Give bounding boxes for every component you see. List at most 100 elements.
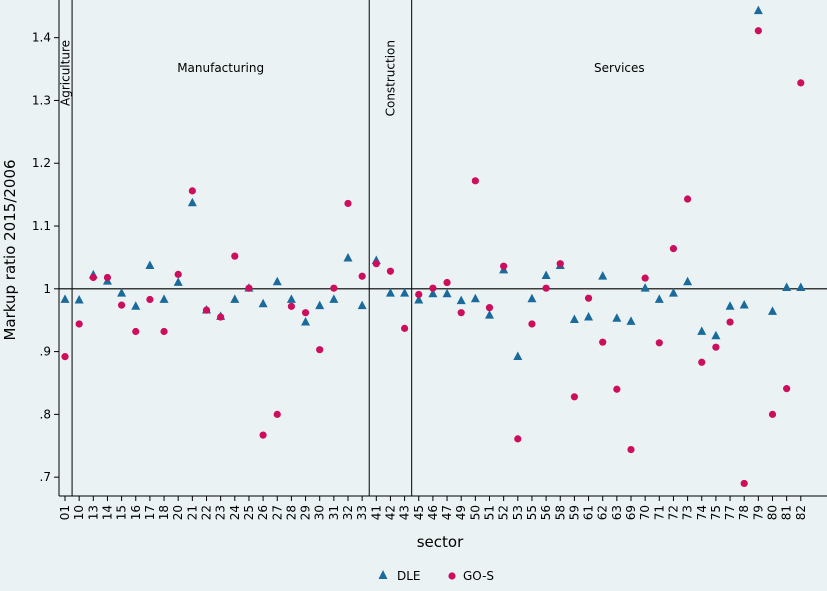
dle-point [272,276,282,286]
x-tick-label: 14 [100,505,114,520]
x-tick-label: 10 [72,505,86,520]
go-s-point [188,187,196,195]
x-tick-label: 53 [511,505,525,520]
go-s-point [429,284,437,292]
go-s-point [344,199,352,208]
go-s-point [287,302,295,310]
go-s-point [259,431,267,439]
dle-point [145,260,155,269]
y-tick-label: 1.3 [32,93,51,107]
legend: DLE GO-S [378,569,494,583]
x-tick-label: 62 [596,505,610,520]
go-s-point [75,320,83,328]
go-s-point [89,273,97,282]
y-tick-label: 1.4 [32,31,51,45]
x-tick-label: 42 [383,505,397,520]
x-tick-label: 15 [115,505,129,520]
plot-area [59,0,827,496]
x-tick-label: 61 [582,505,596,520]
dle-point [796,282,806,291]
dle-point [187,197,197,207]
y-tick-label: .7 [40,470,51,484]
dle-point [753,5,763,15]
x-tick-label: 17 [143,505,157,520]
x-tick-label: 70 [638,505,652,520]
dle-point [668,288,678,297]
go-s-point [301,309,310,317]
x-tick-label: 46 [426,505,440,520]
dle-point [357,300,367,310]
dle-point [711,330,721,340]
x-tick-label: 77 [723,505,737,520]
go-s-point [797,79,805,87]
x-tick-label: 22 [200,505,214,520]
x-tick-label: 01 [58,505,72,520]
x-tick-label: 41 [369,505,383,520]
x-tick-label: 78 [737,505,751,520]
x-tick-label: 28 [284,505,298,520]
dle-point [329,294,339,303]
y-axis-label: Markup ratio 2015/2006 [1,159,19,340]
x-tick-label: 32 [341,505,355,520]
dle-point [654,294,664,303]
dle-point [131,301,141,310]
x-tick-label: 49 [454,505,468,520]
go-s-point [245,284,253,292]
x-tick-label: 82 [794,505,808,520]
go-s-point [174,270,182,278]
x-tick-label: 26 [256,505,270,520]
go-s-point [599,338,607,346]
x-tick-label: 81 [780,505,794,520]
x-axis: 01 10 13 14 15 16 17 18 20 21 22 23 24 25 26 27 28 29 30 31… [58,495,827,520]
dle-point [385,288,395,297]
go-s-point [415,290,423,299]
go-s-point [500,262,508,270]
go-s-point [457,309,465,317]
data-points [60,5,806,488]
x-tick-label: 63 [610,505,624,520]
dle-point [286,294,296,303]
x-tick-label: 71 [652,505,666,520]
go-s-point [103,273,112,282]
go-s-point [754,27,762,35]
dle-point [315,300,325,310]
go-s-point [726,318,734,326]
dle-point [683,276,693,286]
x-axis-label: sector [417,533,464,551]
go-s-point [669,245,678,253]
x-tick-label: 20 [171,505,185,520]
dle-point [456,295,466,305]
dle-point [258,298,268,308]
dle-point [569,314,579,323]
y-tick-label: 1 [43,282,51,296]
x-tick-label: 80 [766,505,780,520]
go-s-point [316,346,324,354]
x-tick-label: 24 [228,505,242,520]
dle-point [173,277,183,286]
dle-point [697,326,707,335]
dle-point [782,282,792,291]
dle-point [442,288,452,298]
dle-point [74,295,84,304]
x-tick-label: 33 [355,505,369,520]
go-s-point [132,327,140,336]
dle-point [768,306,777,315]
go-s-point [684,195,692,203]
sector-region-group: Agriculture Manufacturing Construction Serv… [59,0,645,496]
go-s-point [485,304,494,312]
x-tick-label: 43 [398,505,412,520]
dle-point [117,288,127,297]
dle-point [400,288,410,297]
dle-point [230,294,240,303]
sector-label: Services [594,61,645,75]
dle-point [739,300,749,309]
go-s-point [471,177,479,185]
dle-point [527,293,537,303]
legend-dle-marker [378,570,388,579]
go-s-point [160,327,168,336]
go-s-point [768,410,777,418]
go-s-point [556,260,564,268]
x-tick-label: 13 [86,505,100,520]
go-s-point [783,385,791,393]
sector-label: Manufacturing [177,61,264,75]
